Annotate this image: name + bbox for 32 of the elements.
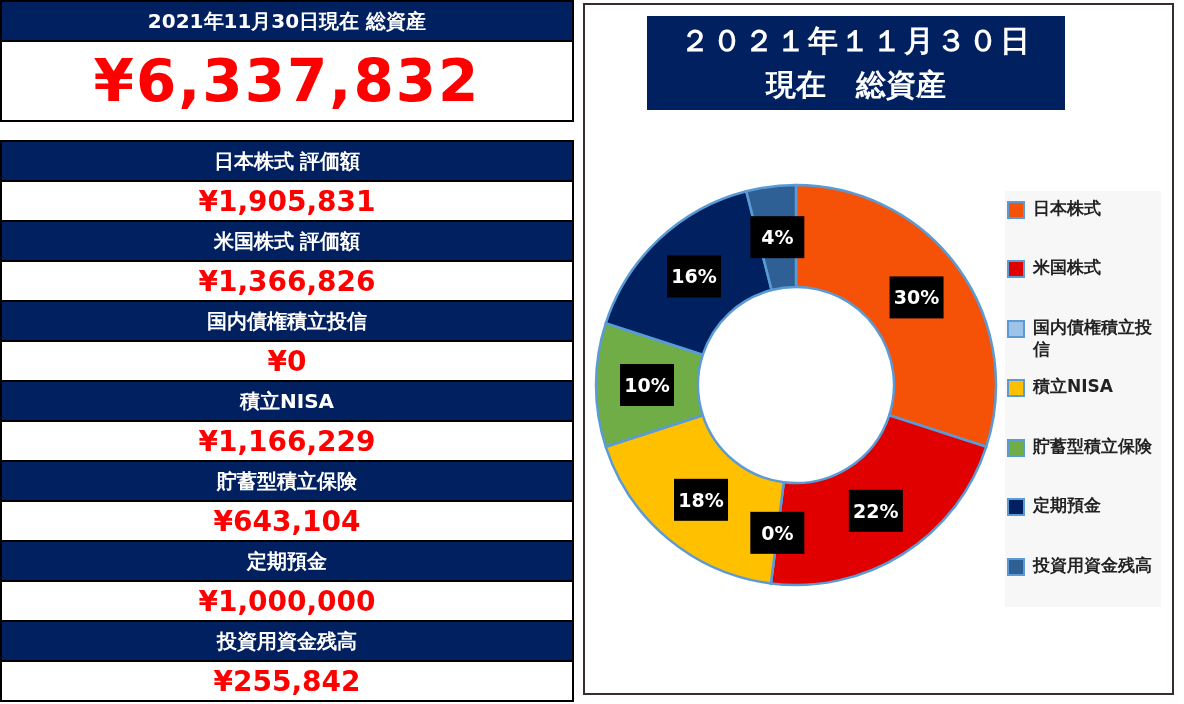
text: ¥1,905,831: [198, 184, 376, 218]
category-label: 投資用資金残高: [0, 620, 574, 662]
text: ¥1,000,000: [198, 584, 376, 618]
chart-title: ２０２１年１１月３０日: [679, 22, 1033, 60]
legend-label: 投資用資金残高: [1033, 553, 1153, 576]
text: 2021年11月30日現在 総資産: [0, 0, 574, 42]
text: ¥1,366,826: [198, 264, 376, 298]
category-label: 日本株式 評価額: [0, 140, 574, 182]
chart-subtitle: 現在 総資産: [764, 66, 947, 104]
legend-label: 国内債権積立投信: [1033, 315, 1153, 360]
text: ¥0: [267, 344, 307, 378]
data-label: 16%: [671, 265, 717, 288]
category-label: 米国株式 評価額: [0, 220, 574, 262]
legend-label: 積立NISA: [1033, 375, 1114, 398]
data-label: 4%: [761, 226, 794, 249]
data-label: 30%: [893, 286, 940, 309]
data-label: 22%: [853, 499, 899, 522]
category-label: 定期預金: [0, 540, 574, 582]
legend-label: 米国株式: [1033, 256, 1102, 279]
category-label: 国内債権積立投信: [0, 300, 574, 342]
data-label: 18%: [678, 488, 724, 511]
category-label: 貯蓄型積立保険: [0, 460, 574, 502]
text: ¥6,337,832: [0, 40, 574, 122]
text: ¥255,842: [213, 664, 361, 698]
legend-label: 貯蓄型積立保険: [1033, 434, 1153, 457]
text: 0%: [761, 521, 794, 544]
data-label: 10%: [624, 374, 670, 396]
text: ¥643,104: [213, 504, 361, 538]
category-label: 積立NISA: [0, 380, 574, 422]
text: ¥1,166,229: [198, 424, 376, 458]
legend-label: 定期預金: [1033, 494, 1102, 517]
legend-label: 日本株式: [1033, 197, 1102, 219]
